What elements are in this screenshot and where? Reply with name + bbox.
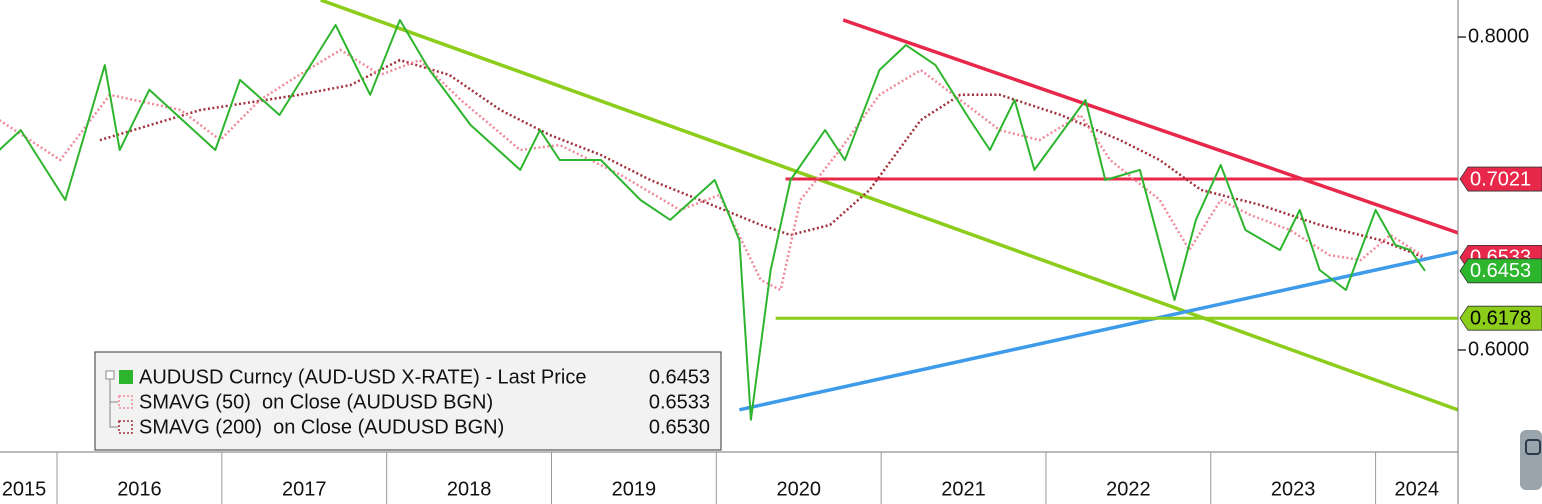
plot-area [0, 0, 1458, 421]
legend-swatch [118, 395, 133, 409]
x-tick-label: 2018 [447, 478, 492, 500]
legend-value: 0.6453 [649, 366, 710, 388]
legend-tree [109, 372, 118, 428]
legend-label: SMAVG (200) on Close (AUDUSD BGN) [139, 416, 504, 438]
value-tag: 0.6453 [1459, 258, 1542, 284]
value-tag-label: 0.6453 [1470, 260, 1531, 282]
legend: AUDUSD Curncy (AUD-USD X-RATE) - Last Pr… [94, 351, 722, 451]
value-tag: 0.6178 [1459, 305, 1542, 331]
x-tick-label: 2017 [282, 478, 327, 500]
x-tick-label: 2023 [1271, 478, 1316, 500]
legend-label: SMAVG (50) on Close (AUDUSD BGN) [139, 391, 493, 413]
value-tag-label: 0.6178 [1470, 307, 1531, 329]
x-tick-label: 2020 [776, 478, 821, 500]
trend-line [739, 250, 1458, 412]
legend-value: 0.6530 [649, 416, 710, 438]
series-line [0, 48, 1426, 292]
x-tick-label: 2019 [612, 478, 657, 500]
legend-tree-node [105, 370, 115, 380]
series-line [0, 19, 1426, 421]
legend-swatch [118, 420, 133, 434]
x-tick-label: 2016 [117, 478, 162, 500]
value-tag-label: 0.7021 [1470, 168, 1531, 190]
legend-value: 0.6533 [649, 391, 710, 413]
legend-box [94, 351, 722, 451]
y-tick-label: 0.6000 [1468, 338, 1529, 360]
value-tag-box [1459, 258, 1542, 284]
trend-line [842, 18, 1458, 235]
series-line [99, 58, 1426, 260]
value-tag-box [1459, 305, 1542, 331]
y-tick-label: 0.8000 [1468, 25, 1529, 47]
legend-swatch [119, 370, 133, 384]
trend-line [320, 0, 1458, 412]
x-tick-label: 2024 [1395, 478, 1440, 500]
x-tick-label: 2021 [941, 478, 986, 500]
x-tick-label: 2022 [1106, 478, 1151, 500]
value-tag: 0.7021 [1459, 166, 1542, 192]
value-tag-box [1459, 166, 1542, 192]
legend-label: AUDUSD Curncy (AUD-USD X-RATE) - Last Pr… [139, 366, 586, 388]
x-tick-label: 2015 [2, 478, 47, 500]
toolbar-icon-glyph [1525, 439, 1541, 455]
